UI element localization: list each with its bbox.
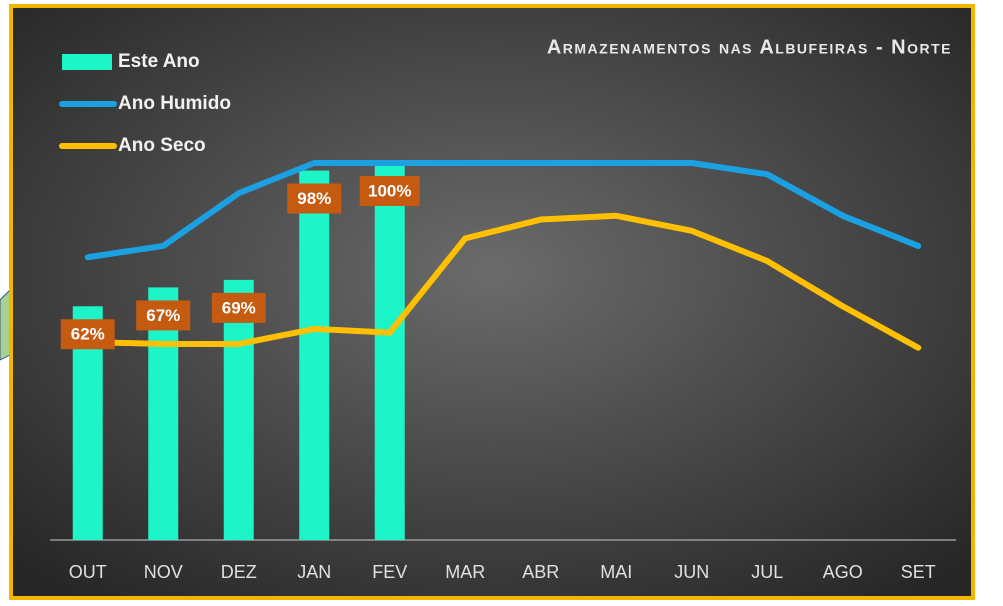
x-tick-label: SET: [901, 562, 936, 582]
legend-swatch: [62, 54, 112, 70]
bar: [375, 163, 405, 540]
data-label: 67%: [146, 306, 180, 325]
chart: Armazenamentos nas Albufeiras - Norte OU…: [0, 0, 1003, 606]
x-tick-label: JUL: [751, 562, 783, 582]
data-label: 98%: [297, 189, 331, 208]
x-tick-label: MAI: [600, 562, 632, 582]
x-tick-label: JAN: [297, 562, 331, 582]
chart-title: Armazenamentos nas Albufeiras - Norte: [547, 36, 952, 58]
legend-label: Este Ano: [118, 51, 200, 72]
x-tick-label: ABR: [522, 562, 559, 582]
x-tick-label: AGO: [823, 562, 863, 582]
data-label: 69%: [222, 298, 256, 317]
page: {"chart_data": {"type": "bar", "title": …: [0, 0, 1003, 606]
data-label: 62%: [71, 325, 105, 344]
x-tick-label: JUN: [674, 562, 709, 582]
legend-label: Ano Humido: [118, 93, 231, 114]
bar: [299, 171, 329, 540]
x-tick-label: OUT: [69, 562, 107, 582]
x-tick-label: FEV: [372, 562, 407, 582]
data-label: 100%: [368, 181, 411, 200]
legend-label: Ano Seco: [118, 135, 206, 156]
x-tick-label: NOV: [144, 562, 183, 582]
x-tick-label: MAR: [445, 562, 485, 582]
x-tick-label: DEZ: [221, 562, 257, 582]
